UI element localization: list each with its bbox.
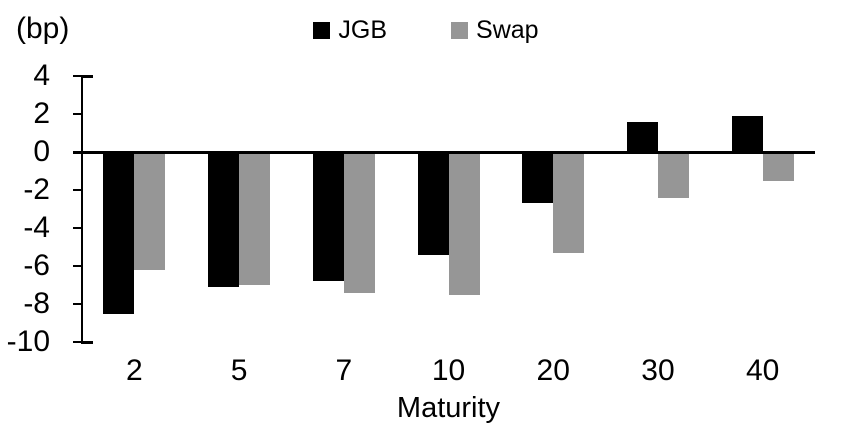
- plot-area: 4 2 0 -2 -4 -6 -8 -10: [7, 61, 815, 357]
- bar-jgb-2: [103, 152, 135, 314]
- y-tick-label-2: 2: [33, 97, 50, 130]
- x-label-5: 5: [230, 354, 248, 387]
- x-label-2: 2: [126, 354, 143, 387]
- x-label-10: 10: [431, 354, 466, 387]
- x-axis-title: Maturity: [396, 392, 501, 424]
- legend-item-swap: Swap: [451, 16, 539, 45]
- y-axis-line: [81, 76, 83, 342]
- y-tick-label--6: -6: [23, 249, 50, 282]
- legend-swatch-swap: [451, 22, 469, 39]
- bar-jgb-40: [731, 115, 763, 152]
- y-axis-bottom-cap: [81, 341, 93, 344]
- legend-swatch-jgb: [313, 22, 331, 39]
- bar-swap-10: [448, 152, 480, 295]
- y-tick-label--2: -2: [23, 173, 50, 206]
- y-tick-label--8: -8: [23, 287, 50, 320]
- y-tick-label-4: 4: [33, 59, 50, 92]
- bar-jgb-30: [626, 121, 658, 152]
- x-label-40: 40: [745, 354, 780, 387]
- chart-legend: JGB Swap: [0, 16, 852, 45]
- bar-swap-2: [134, 152, 166, 270]
- y-tick--4: [73, 227, 82, 229]
- legend-label-swap: Swap: [476, 16, 539, 44]
- bar-jgb-7: [312, 152, 344, 282]
- y-axis-top-cap: [81, 75, 93, 78]
- x-label-30: 30: [641, 354, 675, 387]
- y-tick-0: [73, 151, 82, 153]
- y-axis-unit-label: (bp): [16, 12, 70, 45]
- y-tick-label-0: 0: [33, 135, 50, 168]
- y-tick--10: [73, 341, 82, 343]
- legend-label-jgb: JGB: [338, 16, 388, 44]
- bar-swap-7: [343, 152, 375, 293]
- y-tick-2: [73, 113, 82, 115]
- bar-jgb-10: [417, 152, 449, 255]
- bar-jgb-5: [208, 152, 240, 287]
- bar-swap-30: [657, 152, 689, 198]
- bar-swap-20: [553, 152, 585, 253]
- x-axis-labels: 2 5 7 10 20 30 40: [82, 354, 815, 388]
- bar-swap-40: [762, 152, 794, 181]
- y-tick--2: [73, 189, 82, 191]
- y-tick-4: [73, 75, 82, 77]
- y-tick-label--4: -4: [23, 211, 50, 244]
- legend-item-jgb: JGB: [313, 16, 387, 45]
- bar-jgb-20: [522, 152, 554, 204]
- y-tick--6: [73, 265, 82, 267]
- y-tick-label--10: -10: [6, 325, 50, 358]
- bar-swap-5: [239, 152, 271, 285]
- x-label-7: 7: [335, 354, 353, 387]
- zero-baseline: [73, 151, 815, 154]
- x-label-20: 20: [536, 354, 570, 387]
- y-tick--8: [73, 303, 82, 305]
